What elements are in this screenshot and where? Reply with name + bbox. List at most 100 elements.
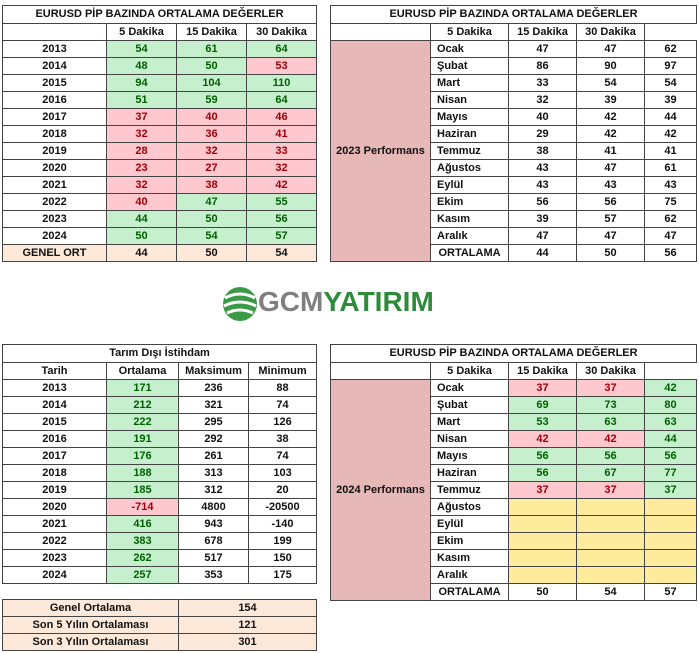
table-footer-row: ORTALAMA 50 54 57 [331,583,698,601]
max-cell: 4800 [178,498,249,516]
table-title-row: EURUSD PİP BAZINDA ORTALAMA DEĞERLER [2,5,317,24]
value-cell: 42 [508,430,577,448]
table-header-row: 5 Dakika 15 Dakika 30 Dakika [330,362,697,380]
row-label: 2021 [2,515,107,533]
month-label: Haziran [430,125,509,143]
value-cell: 69 [508,396,577,414]
table-row: 2016 51 59 64 [2,91,317,109]
value-cell: 55 [246,193,317,211]
footer-value: 56 [643,244,698,262]
average-cell: 176 [106,447,179,465]
value-cell [508,532,577,550]
value-cell: 57 [576,210,645,228]
value-cell: 61 [643,159,698,177]
value-cell: 40 [176,108,247,126]
month-label: Ocak [430,379,509,397]
value-cell: 56 [508,447,577,465]
value-cell: 27 [176,159,247,177]
row-label: 2021 [2,176,107,194]
value-cell: 110 [246,74,317,92]
value-cell: 32 [508,91,577,109]
min-cell: 88 [247,379,318,397]
min-cell: -20500 [247,498,318,516]
table-row: 2014 212 321 74 [2,396,318,414]
value-cell [643,566,698,584]
row-label: 2020 [2,498,107,516]
footer-value: 50 [576,244,645,262]
footer-value: 54 [246,244,317,262]
value-cell: 54 [576,74,645,92]
value-cell [643,515,698,533]
table-row: Ağustos [331,498,698,516]
value-cell: 57 [246,227,317,245]
summary-value: 154 [178,599,317,617]
side-label: 2023 Performans [330,40,431,262]
table-row: Ekim [331,532,698,550]
table-row: Mayıs 40 42 44 [331,108,698,126]
min-cell: 126 [247,413,318,431]
row-label: 2013 [2,379,107,397]
min-cell: 74 [247,396,318,414]
table-row: Ağustos 43 47 61 [331,159,698,177]
table-row: Nisan 32 39 39 [331,91,698,109]
max-cell: 292 [178,430,249,448]
value-cell: 47 [576,159,645,177]
value-cell: 75 [643,193,698,211]
value-cell: 28 [106,142,177,160]
gcm-logo-icon [223,287,257,321]
value-cell: 42 [643,379,698,397]
value-cell: 33 [508,74,577,92]
table-row: 2023 44 50 56 [2,210,317,228]
row-label: 2016 [2,430,107,448]
table-title-row: EURUSD PİP BAZINDA ORTALAMA DEĞERLER [329,5,698,24]
month-label: Nisan [430,91,509,109]
value-cell: 47 [176,193,247,211]
value-cell [508,566,577,584]
header-blank [330,23,431,41]
average-cell: 171 [106,379,179,397]
row-label: 2023 [2,210,107,228]
table-row: 2021 416 943 -140 [2,515,318,533]
table-row: 2023 Performans Ocak 47 47 62 [330,40,698,262]
average-cell: 191 [106,430,179,448]
footer-value: 50 [176,244,247,262]
value-cell [576,498,645,516]
month-label: Aralık [430,227,509,245]
month-label: Şubat [430,396,509,414]
summary-label: Son 5 Yılın Ortalaması [2,616,179,634]
min-cell: 20 [247,481,318,499]
value-cell: 37 [643,481,698,499]
value-cell [508,549,577,567]
max-cell: 261 [178,447,249,465]
table-row: 2018 32 36 41 [2,125,317,143]
value-cell: 43 [576,176,645,194]
value-cell: 50 [176,57,247,75]
footer-value: 54 [576,583,645,601]
row-label: 2023 [2,549,107,567]
value-cell: 32 [246,159,317,177]
table-row: 2024 257 353 175 [2,566,318,584]
value-cell [508,515,577,533]
footer-label: GENEL ORT [2,244,107,262]
value-cell: 37 [106,108,177,126]
row-label: 2013 [2,40,107,58]
month-label: Temmuz [430,481,509,499]
max-cell: 313 [178,464,249,482]
value-cell: 42 [246,176,317,194]
table-row: 2019 28 32 33 [2,142,317,160]
average-cell: 188 [106,464,179,482]
value-cell: 51 [106,91,177,109]
average-cell: 262 [106,549,179,567]
average-cell: 185 [106,481,179,499]
value-cell: 39 [576,91,645,109]
value-cell: 86 [508,57,577,75]
table-row: 2020 -714 4800 -20500 [2,498,318,516]
value-cell: 62 [643,210,698,228]
max-cell: 312 [178,481,249,499]
table-row: Kasım [331,549,698,567]
footer-value: 44 [106,244,177,262]
column-header: Ortalama [106,362,179,380]
footer-value: 50 [508,583,577,601]
value-cell: 50 [106,227,177,245]
value-cell: 56 [246,210,317,228]
